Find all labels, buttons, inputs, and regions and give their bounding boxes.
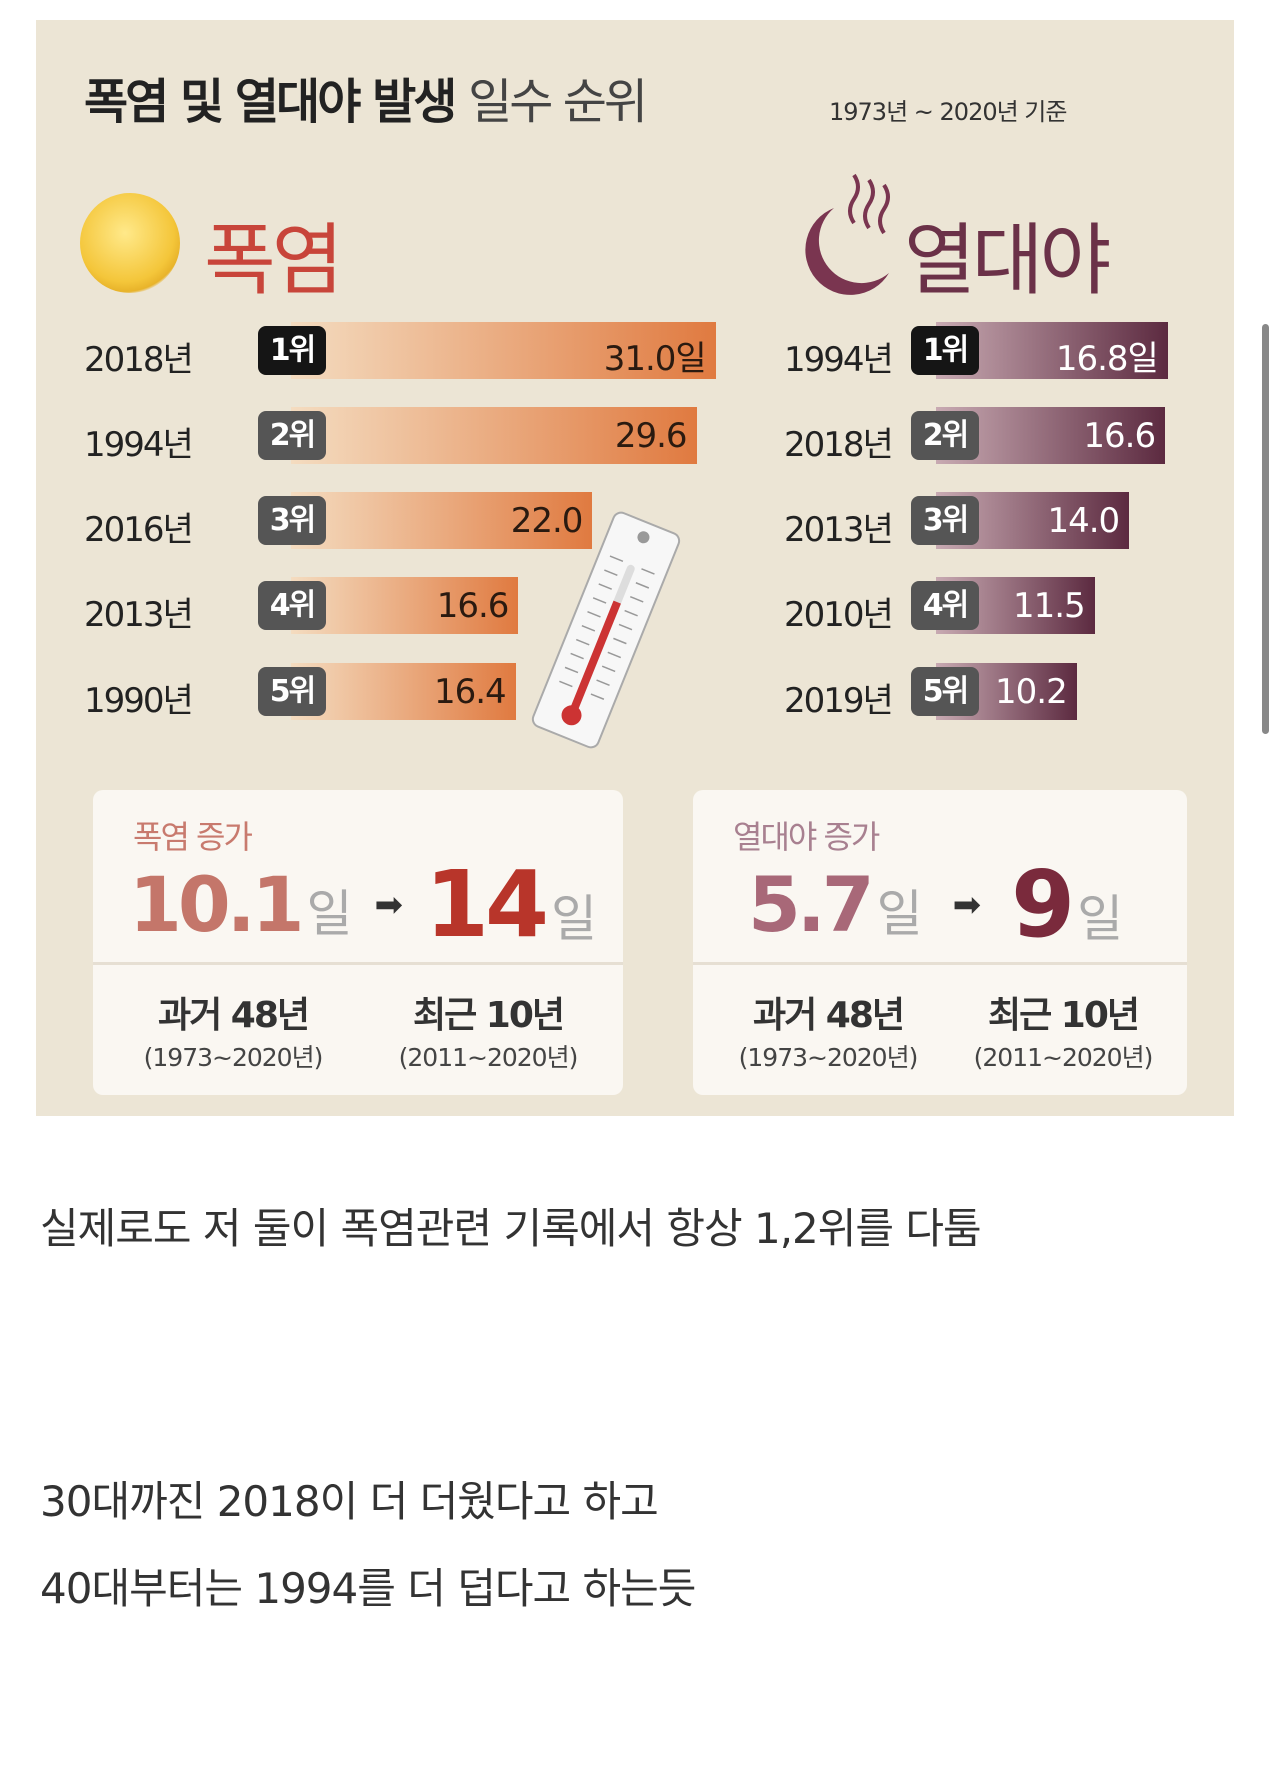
unit: 일 — [876, 884, 923, 943]
unit: 일 — [1077, 889, 1124, 948]
post-text-line-2: 30대까진 2018이 더 더웠다고 하고 — [40, 1477, 659, 1526]
value: 9 — [1011, 850, 1075, 958]
infographic-title: 폭염 및 열대야 발생 일수 순위 — [84, 62, 648, 132]
title-bold: 폭염 및 열대야 발생 — [84, 74, 457, 130]
arrow-icon: ➡ — [374, 884, 404, 925]
divider — [693, 962, 1187, 965]
bar-row: 22.0 2016년 3위 — [84, 492, 644, 550]
bar: 29.6 — [291, 407, 697, 464]
rank-badge: 3위 — [911, 496, 979, 545]
bar-value: 16.6 — [436, 586, 510, 626]
past-range: (1973~2020년) — [143, 1043, 324, 1072]
bar: 16.6 — [291, 577, 519, 634]
past-range: (1973~2020년) — [738, 1043, 919, 1072]
sun-icon — [80, 193, 180, 293]
bar-value: 31.0일 — [603, 339, 707, 379]
basis-note: 1973년 ~ 2020년 기준 — [829, 98, 1067, 126]
bar-row: 16.4 1990년 5위 — [84, 663, 644, 721]
bar: 31.0일 — [291, 322, 716, 379]
past-label: 과거 48년 — [158, 995, 310, 1036]
year-label: 2018년 — [784, 425, 894, 465]
unit: 일 — [306, 884, 353, 943]
recent-range: (2011~2020년) — [973, 1043, 1154, 1072]
title-light: 일수 순위 — [468, 74, 648, 130]
rank-badge: 5위 — [911, 667, 979, 716]
heatwave-past-value: 10.1 일 — [129, 866, 353, 943]
unit: 일 — [551, 889, 598, 948]
bar-row: 29.6 1994년 2위 — [84, 407, 697, 465]
past-label: 과거 48년 — [753, 995, 905, 1036]
bar-row: 16.8일 1994년 1위 — [784, 322, 1284, 380]
heatwave-increase-values: 10.1 일 ➡ 14 일 — [129, 852, 597, 957]
rank-badge: 2위 — [258, 411, 326, 460]
infographic: 폭염 및 열대야 발생 일수 순위 1973년 ~ 2020년 기준 폭염 열대… — [36, 20, 1234, 1116]
year-label: 2013년 — [784, 510, 894, 550]
bar-value: 16.8일 — [1055, 339, 1159, 379]
rank-badge: 4위 — [911, 581, 979, 630]
past-period: 과거 48년 (1973~2020년) — [118, 986, 348, 1074]
past-period: 과거 48년 (1973~2020년) — [713, 986, 943, 1074]
year-label: 1994년 — [84, 425, 194, 465]
year-label: 1994년 — [784, 340, 894, 380]
bar: 22.0 — [291, 492, 593, 549]
rank-badge: 3위 — [258, 496, 326, 545]
bar: 10.2 — [936, 663, 1077, 720]
bar-value: 16.6 — [1083, 416, 1156, 456]
bar-row: 16.6 2013년 4위 — [84, 577, 644, 635]
bar-value: 11.5 — [1012, 586, 1086, 626]
bar-row: 31.0일 2018년 1위 — [84, 322, 716, 380]
recent-period: 최근 10년 (2011~2020년) — [373, 986, 603, 1074]
rank-badge: 1위 — [258, 326, 326, 375]
bar-value: 22.0 — [510, 501, 584, 541]
value: 14 — [425, 850, 549, 958]
bar-value: 10.2 — [995, 672, 1068, 712]
bar-value: 14.0 — [1047, 501, 1120, 541]
post-text-line-3: 40대부터는 1994를 더 덥다고 하는듯 — [40, 1564, 696, 1613]
heatwave-recent-value: 14 일 — [425, 858, 598, 951]
year-label: 2013년 — [84, 595, 194, 635]
scrollbar[interactable] — [1262, 324, 1269, 734]
thermometer-icon — [531, 511, 681, 749]
year-label: 2010년 — [784, 595, 894, 635]
recent-label: 최근 10년 — [988, 995, 1140, 1036]
value: 5.7 — [748, 859, 875, 949]
rank-badge: 1위 — [911, 326, 979, 375]
tropical-night-heading: 열대야 — [904, 216, 1111, 306]
heatwave-heading: 폭염 — [204, 216, 344, 306]
bar-value: 29.6 — [614, 416, 688, 456]
bar-row: 16.6 2018년 2위 — [784, 407, 1284, 465]
recent-period: 최근 10년 (2011~2020년) — [948, 986, 1178, 1074]
rank-badge: 4위 — [258, 581, 326, 630]
year-label: 2016년 — [84, 510, 194, 550]
divider — [93, 962, 623, 965]
bar-value: 16.4 — [433, 672, 507, 712]
year-label: 2018년 — [84, 340, 194, 380]
moon-icon — [805, 173, 890, 295]
year-label: 2019년 — [784, 681, 894, 721]
tropical-night-increase-label: 열대야 증가 — [733, 818, 880, 856]
heatwave-increase-box: 폭염 증가 10.1 일 ➡ 14 일 과거 48년 (1973~2020년) 최근 … — [93, 790, 623, 1095]
rank-badge: 5위 — [258, 667, 326, 716]
value: 10.1 — [129, 859, 305, 949]
bar: 16.4 — [291, 663, 516, 720]
arrow-icon: ➡ — [952, 884, 982, 925]
recent-label: 최근 10년 — [413, 995, 565, 1036]
recent-range: (2011~2020년) — [398, 1043, 579, 1072]
night-past-value: 5.7 일 — [748, 866, 923, 943]
rank-badge: 2위 — [911, 411, 979, 460]
heatwave-increase-label: 폭염 증가 — [133, 818, 253, 856]
year-label: 1990년 — [84, 681, 194, 721]
bar-row: 14.0 2013년 3위 — [784, 492, 1284, 550]
post-text-line-1: 실제로도 저 둘이 폭염관련 기록에서 항상 1,2위를 다툼 — [40, 1204, 982, 1253]
bar-row: 10.2 2019년 5위 — [784, 663, 1284, 721]
bar-row: 11.5 2010년 4위 — [784, 577, 1284, 635]
